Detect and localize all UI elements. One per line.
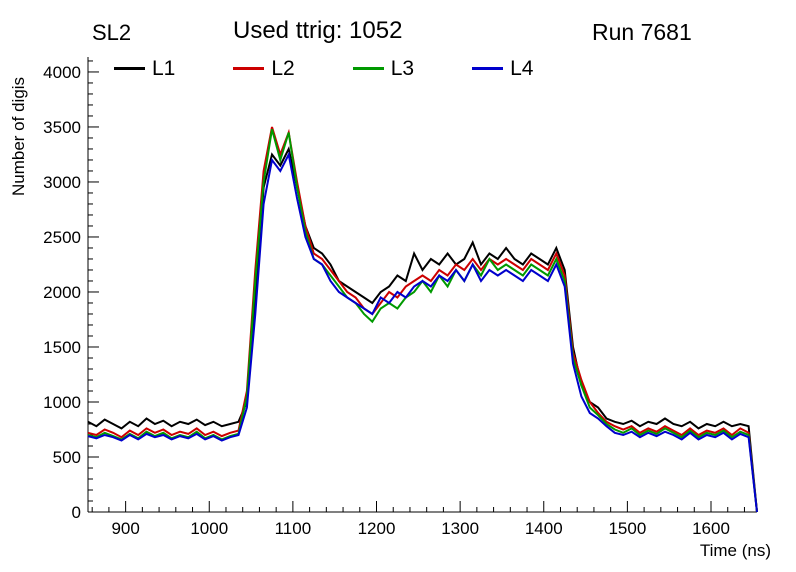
x-axis-title: Time (ns) — [700, 541, 771, 560]
pad-title-right: Run 7681 — [592, 19, 692, 45]
y-tick-label: 1000 — [43, 393, 81, 412]
series-line-L4 — [87, 151, 758, 513]
x-tick-label: 1600 — [692, 519, 730, 538]
pad-title-center: Used ttrig: 1052 — [233, 17, 403, 44]
legend-entry-L3: L3 — [352, 57, 415, 80]
x-tick-label: 900 — [111, 519, 139, 538]
x-tick-label: 1000 — [190, 519, 228, 538]
x-tick-label: 1500 — [608, 519, 646, 538]
legend-label-L1: L1 — [152, 57, 176, 80]
y-tick-label: 4000 — [43, 63, 81, 82]
legend: L1 L2 L3 L4 — [114, 58, 533, 79]
legend-line-swatch-L1 — [114, 67, 145, 70]
y-tick-label: 3500 — [43, 118, 81, 137]
y-tick-label: 500 — [53, 448, 81, 467]
y-axis-title: Number of digis — [9, 77, 28, 196]
legend-line-swatch-L3 — [352, 67, 384, 70]
y-tick-label: 3000 — [43, 173, 81, 192]
series-line-L2 — [87, 126, 758, 513]
pad-title-left: SL2 — [92, 20, 132, 45]
x-tick-label: 1400 — [525, 519, 563, 538]
y-tick-label: 0 — [72, 503, 81, 522]
series-line-L3 — [87, 128, 758, 513]
legend-line-swatch-L4 — [472, 67, 504, 70]
legend-label-L3: L3 — [390, 57, 415, 80]
y-tick-label: 2000 — [43, 283, 81, 302]
series-line-L1 — [87, 146, 758, 513]
x-tick-label: 1200 — [358, 519, 396, 538]
y-tick-label: 2500 — [43, 228, 81, 247]
x-tick-label: 1100 — [275, 519, 312, 538]
legend-label-L4: L4 — [510, 57, 534, 80]
legend-line-swatch-L2 — [233, 67, 265, 70]
y-tick-label: 1500 — [43, 338, 81, 357]
legend-entry-L2: L2 — [233, 57, 295, 80]
legend-entry-L4: L4 — [472, 58, 533, 79]
x-tick-label: 1300 — [441, 519, 479, 538]
legend-label-L2: L2 — [271, 57, 295, 80]
legend-entry-L1: L1 — [114, 58, 175, 79]
